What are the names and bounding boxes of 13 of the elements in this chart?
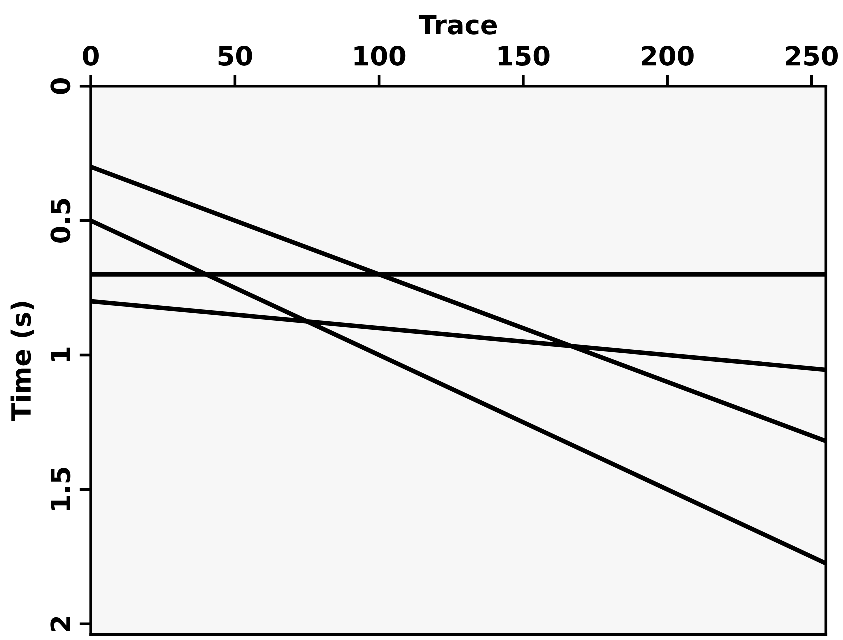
x-tick-label: 150 (498, 46, 550, 66)
y-tick-label: 0 (50, 78, 71, 94)
x-axis-title: Trace (418, 15, 498, 35)
x-tick-label: 200 (642, 46, 694, 66)
y-tick-label: 0.5 (50, 199, 71, 243)
x-tick-label: 0 (83, 46, 99, 66)
y-axis-title: Time (s) (10, 302, 34, 422)
y-tick-label: 2 (50, 617, 70, 632)
y-tick-label: 1.5 (51, 468, 71, 510)
y-tick-label: 1 (51, 348, 70, 362)
x-tick-label: 250 (786, 46, 838, 66)
x-tick-label: 100 (354, 46, 406, 66)
x-tick-label: 50 (218, 46, 252, 66)
